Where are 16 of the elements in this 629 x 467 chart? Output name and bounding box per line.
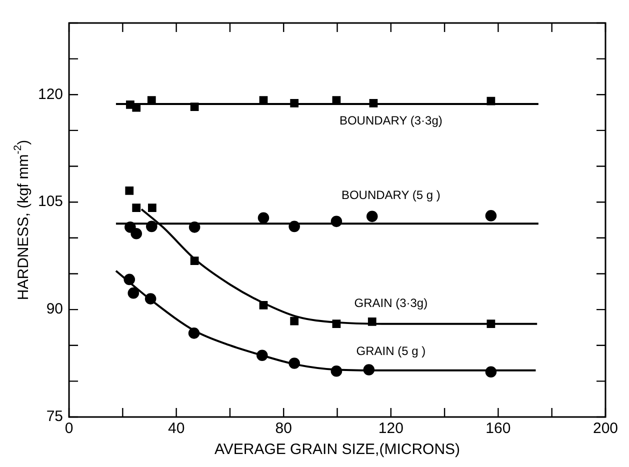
x-tick-label: 40 [168, 420, 185, 438]
x-axis-title: AVERAGE GRAIN SIZE,(MICRONS) [214, 441, 460, 458]
y-axis-title: HARDNESS, (kgf mm-2) [12, 140, 32, 300]
x-tick-label: 120 [378, 420, 404, 438]
x-tick-label: 0 [64, 420, 74, 438]
y-tick-label: 105 [38, 193, 64, 210]
y-tick-label: 120 [38, 86, 64, 103]
series-label: GRAIN (3·3g) [354, 296, 428, 310]
x-tick-label: 80 [275, 420, 292, 438]
y-tick-label: 75 [46, 408, 64, 426]
y-tick-label: 90 [46, 300, 64, 318]
series-label: BOUNDARY (5 g ) [341, 188, 440, 202]
series-label: BOUNDARY (3·3g) [339, 113, 442, 128]
x-tick-label: 200 [592, 420, 618, 438]
x-tick-label: 160 [486, 420, 511, 438]
series-label: GRAIN (5 g ) [356, 344, 426, 358]
